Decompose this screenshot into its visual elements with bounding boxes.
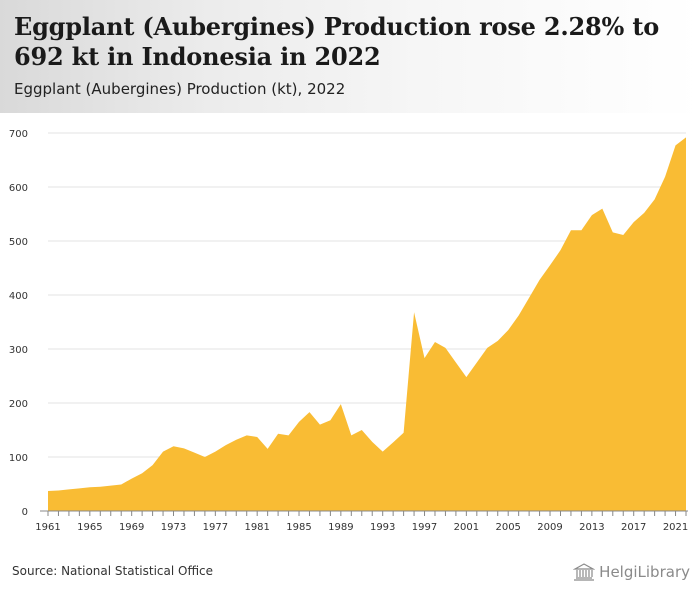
x-tick-label: 1993	[370, 522, 395, 533]
x-tick-label: 1961	[35, 522, 60, 533]
x-tick-label: 2017	[621, 522, 646, 533]
x-tick-label: 1973	[161, 522, 186, 533]
x-tick-label: 2001	[454, 522, 479, 533]
series-area	[48, 137, 686, 511]
x-axis	[40, 510, 688, 516]
y-tick-label: 200	[9, 399, 28, 410]
y-axis-labels: 0 100 200 300 400 500 600 700	[9, 129, 28, 518]
x-tick-label: 2005	[495, 522, 520, 533]
x-tick-label: 1985	[286, 522, 311, 533]
x-tick-label: 1981	[244, 522, 269, 533]
production-area	[48, 137, 686, 511]
chart-subtitle: Eggplant (Aubergines) Production (kt), 2…	[14, 80, 346, 98]
page-title: Eggplant (Aubergines) Production rose 2.…	[14, 12, 660, 71]
y-tick-label: 400	[9, 291, 28, 302]
x-tick-label: 1965	[77, 522, 102, 533]
source-note: Source: National Statistical Office	[12, 564, 214, 578]
x-tick-label: 2013	[579, 522, 604, 533]
y-tick-label: 500	[9, 237, 28, 248]
y-tick-label: 300	[9, 345, 28, 356]
x-tick-label: 1997	[412, 522, 437, 533]
helgi-library-logo[interactable]: HelgiLibrary	[573, 561, 690, 583]
header-banner: Eggplant (Aubergines) Production rose 2.…	[0, 0, 700, 113]
y-tick-label: 600	[9, 183, 28, 194]
x-tick-label: 2009	[537, 522, 562, 533]
library-building-icon	[573, 563, 596, 581]
x-tick-label: 2021	[663, 522, 688, 533]
y-tick-label: 700	[9, 129, 28, 140]
x-axis-labels: 1961 1965 1969 1973 1977 1981 1985 1989 1993 1997…	[35, 522, 688, 533]
logo-text: HelgiLibrary	[599, 563, 690, 581]
x-tick-label: 1969	[119, 522, 144, 533]
y-tick-label: 100	[9, 453, 28, 464]
x-tick-label: 1977	[203, 522, 228, 533]
x-tick-label: 1989	[328, 522, 353, 533]
y-tick-label: 0	[22, 507, 28, 518]
grid-lines	[48, 132, 686, 458]
